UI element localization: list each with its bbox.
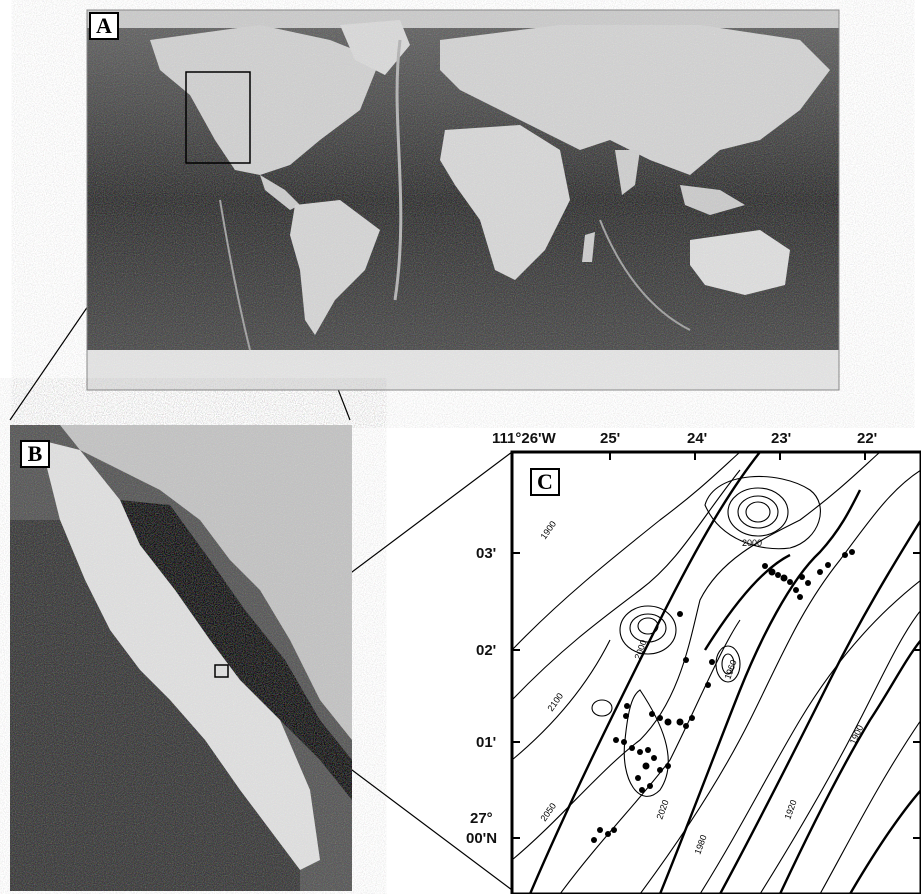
left-axis-label-00n: 00'N <box>466 830 498 847</box>
left-axis-label-03: 03' <box>476 545 497 562</box>
left-axis-label-02: 02' <box>476 642 497 659</box>
inset-box-a <box>185 71 251 164</box>
contour-label: 2000 <box>742 538 762 548</box>
panel-label-b: B <box>20 440 50 468</box>
top-axis-label-lon: 111°26'W <box>492 430 556 447</box>
inset-box-b <box>214 664 229 678</box>
left-axis-label-27deg: 27° <box>470 810 493 827</box>
top-axis-label-24: 24' <box>687 430 708 447</box>
panel-label-a: A <box>89 12 119 40</box>
top-axis-label-22: 22' <box>857 430 878 447</box>
top-axis-label-23: 23' <box>771 430 792 447</box>
left-axis-label-01: 01' <box>476 734 497 751</box>
top-axis-label-25: 25' <box>600 430 621 447</box>
panel-label-c: C <box>530 468 560 496</box>
